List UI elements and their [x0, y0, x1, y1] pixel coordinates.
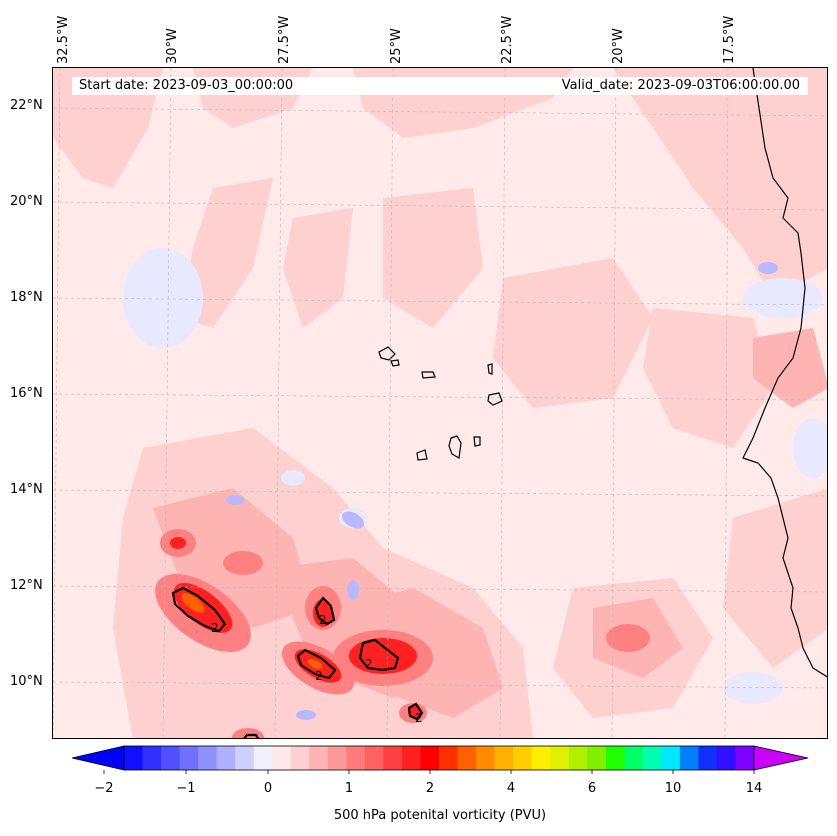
- colorbar-swatch: [420, 746, 440, 770]
- colorbar-frame: [123, 745, 755, 771]
- latitude-label: 22°N: [10, 98, 43, 113]
- colorbar-swatch: [235, 746, 255, 770]
- colorbar-swatch: [550, 746, 570, 770]
- colorbar: [71, 745, 809, 774]
- graticule: [53, 68, 827, 738]
- latitude-label: 20°N: [10, 194, 43, 209]
- contour-label: 2: [365, 657, 373, 671]
- colorbar-tick-label: 2: [425, 781, 435, 796]
- colorbar-swatch: [439, 746, 459, 770]
- cape-verde-islands: [378, 346, 503, 461]
- latitude-label: 12°N: [10, 578, 43, 593]
- colorbar-swatch: [198, 746, 218, 770]
- pv-2-contours: [171, 586, 424, 738]
- colorbar-tick-label: 4: [506, 781, 516, 796]
- colorbar-tick-label: 0: [263, 781, 273, 796]
- contour-label: 2: [319, 613, 327, 627]
- colorbar-title: 500 hPa potenital vorticity (PVU): [333, 808, 547, 823]
- colorbar-swatch: [624, 746, 644, 770]
- longitude-label: 27.5°W: [277, 15, 292, 64]
- longitude-label: 17.5°W: [722, 15, 737, 64]
- colorbar-tick-label: 14: [745, 781, 763, 796]
- pv-strong-negative-regions: [226, 262, 778, 720]
- colorbar-swatch: [661, 746, 681, 770]
- longitude-label: 20°W: [611, 28, 626, 64]
- colorbar-swatch: [531, 746, 551, 770]
- latitude-label: 10°N: [10, 674, 43, 689]
- colorbar-swatch: [309, 746, 329, 770]
- colorbar-swatch: [401, 746, 421, 770]
- colorbar-swatch: [513, 746, 533, 770]
- colorbar-swatch: [457, 746, 477, 770]
- colorbar-swatch: [290, 746, 310, 770]
- colorbar-swatch: [716, 746, 736, 770]
- colorbar-swatch: [587, 746, 607, 770]
- colorbar-over-arrow: [753, 745, 809, 771]
- colorbar-swatch: [494, 746, 514, 770]
- colorbar-swatch: [124, 746, 144, 770]
- colorbar-swatch: [364, 746, 384, 770]
- colorbar-swatch: [383, 746, 403, 770]
- colorbar-swatch: [142, 746, 162, 770]
- colorbar-swatch: [568, 746, 588, 770]
- latitude-label: 16°N: [10, 386, 43, 401]
- longitude-label: 22.5°W: [500, 15, 515, 64]
- colorbar-swatch: [179, 746, 199, 770]
- colorbar-tick-label: 1: [344, 781, 354, 796]
- colorbar-swatch: [161, 746, 181, 770]
- colorbar-swatch: [698, 746, 718, 770]
- start-date-label: Start date: 2023-09-03_00:00:00: [79, 78, 294, 93]
- colorbar-swatch: [253, 746, 273, 770]
- latitude-label: 18°N: [10, 290, 43, 305]
- valid-date-label: Valid_date: 2023-09-03T06:00:00.00: [561, 78, 800, 93]
- colorbar-swatch: [642, 746, 662, 770]
- contour-label: 2: [415, 711, 423, 725]
- colorbar-tick-label: 10: [664, 781, 682, 796]
- longitude-label: 32.5°W: [56, 15, 71, 64]
- colorbar-tick-label: 6: [587, 781, 597, 796]
- longitude-label: 25°W: [389, 28, 404, 64]
- colorbar-swatch: [327, 746, 347, 770]
- longitude-label: 30°W: [165, 28, 180, 64]
- colorbar-under-arrow: [71, 745, 125, 771]
- map-panel[interactable]: 2 2 2 2 2: [52, 67, 828, 739]
- pv-contour-labels: 2 2 2 2 2: [211, 613, 423, 725]
- contour-label: 2: [211, 621, 219, 635]
- african-coastline: [742, 68, 827, 678]
- colorbar-swatch: [735, 746, 755, 770]
- pv-field-map: 2 2 2 2 2: [53, 68, 827, 738]
- pv-peak-regions: [181, 593, 323, 670]
- colorbar-swatch: [679, 746, 699, 770]
- date-banner: [72, 77, 808, 95]
- colorbar-tick-label: −1: [176, 781, 196, 796]
- colorbar-swatch: [272, 746, 292, 770]
- colorbar-swatch: [476, 746, 496, 770]
- colorbar-swatch: [216, 746, 236, 770]
- colorbar-swatch: [605, 746, 625, 770]
- colorbar-swatch: [346, 746, 366, 770]
- latitude-label: 14°N: [10, 482, 43, 497]
- contour-label: 2: [315, 669, 323, 683]
- colorbar-tick-label: −2: [94, 781, 114, 796]
